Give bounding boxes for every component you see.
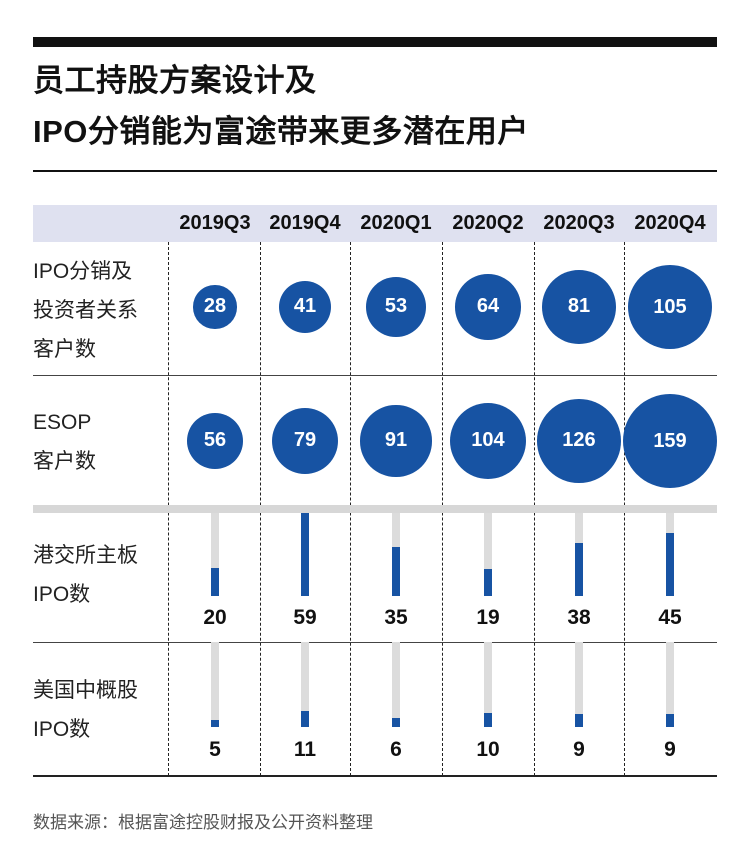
bar-track — [484, 513, 492, 596]
bar — [666, 714, 674, 727]
column-header-2019Q4: 2019Q4 — [269, 212, 341, 234]
bubble: 56 — [187, 413, 243, 469]
bar — [211, 567, 219, 596]
bar-value-label: 6 — [390, 738, 402, 761]
source-note: 数据来源：根据富途控股财报及公开资料整理 — [33, 813, 373, 832]
bar-value-label: 9 — [573, 738, 585, 761]
column-header-2020Q4: 2020Q4 — [634, 212, 706, 234]
bar-value-label: 10 — [476, 738, 500, 761]
bar-track — [575, 513, 583, 596]
bar — [575, 714, 583, 727]
header-band — [33, 205, 717, 242]
bar-track — [301, 642, 309, 727]
bubble: 91 — [360, 405, 432, 477]
bar-track — [484, 642, 492, 727]
title-rule — [33, 170, 717, 172]
bar-track — [392, 642, 400, 727]
bar-track — [666, 513, 674, 596]
chart-title-line-2: IPO分销能为富途带来更多潜在用户 — [33, 114, 529, 149]
bar-value-label: 45 — [658, 606, 682, 629]
bar — [392, 546, 400, 596]
top-rule — [33, 37, 717, 47]
bar-track — [211, 642, 219, 727]
bar-value-label: 5 — [209, 738, 221, 761]
bubble: 126 — [537, 399, 621, 483]
bubble: 104 — [449, 402, 526, 479]
bar — [484, 712, 492, 727]
bar — [301, 711, 309, 727]
bubble: 53 — [366, 277, 426, 337]
row-separator — [33, 375, 717, 376]
bar-value-label: 9 — [664, 738, 676, 761]
section-separator — [33, 505, 717, 513]
chart-title-line-1: 员工持股方案设计及 — [33, 63, 317, 98]
bubble: 28 — [193, 285, 237, 329]
column-header-2020Q1: 2020Q1 — [360, 212, 432, 234]
column-header-2020Q2: 2020Q2 — [452, 212, 524, 234]
row-label: 港交所主板 IPO数 — [33, 544, 138, 606]
bar-value-label: 38 — [567, 606, 591, 629]
bar — [484, 569, 492, 596]
bubble: 105 — [628, 265, 712, 349]
bar-value-label: 20 — [203, 606, 227, 629]
bar-track — [392, 513, 400, 596]
bar — [392, 718, 400, 727]
column-header-2019Q3: 2019Q3 — [179, 212, 251, 234]
row-label: ESOP 客户数 — [33, 411, 96, 473]
bubble: 79 — [271, 407, 339, 475]
bubble: 41 — [278, 280, 332, 334]
bar-value-label: 19 — [476, 606, 500, 629]
bubble: 81 — [542, 270, 616, 344]
bar-track — [575, 642, 583, 727]
bar-value-label: 59 — [293, 606, 317, 629]
bar — [575, 542, 583, 596]
bar — [211, 719, 219, 727]
bar — [301, 513, 309, 596]
bar-value-label: 11 — [293, 738, 317, 761]
row-separator — [33, 642, 717, 643]
bubble: 64 — [455, 274, 521, 340]
bubble: 159 — [623, 394, 717, 488]
row-label: 美国中概股 IPO数 — [33, 679, 138, 741]
bar-track — [211, 513, 219, 596]
row-label: IPO分销及 投资者关系 客户数 — [33, 260, 138, 361]
bar-track — [301, 513, 309, 596]
bar-track — [666, 642, 674, 727]
column-header-2020Q3: 2020Q3 — [543, 212, 615, 234]
bar-value-label: 35 — [384, 606, 408, 629]
bar — [666, 532, 674, 596]
table-bottom-rule — [33, 775, 717, 777]
